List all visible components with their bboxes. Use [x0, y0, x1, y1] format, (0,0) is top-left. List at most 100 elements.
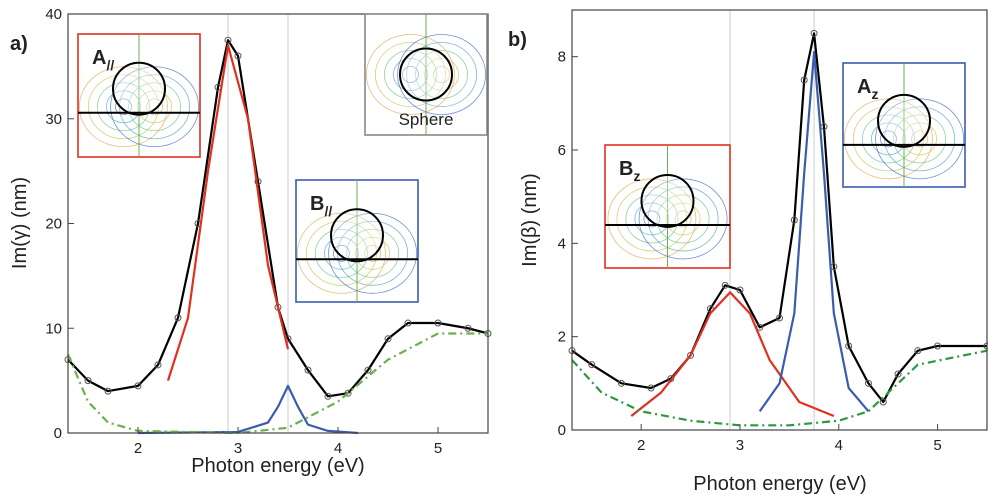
- data-point: [894, 370, 902, 378]
- contour: [365, 34, 455, 115]
- inset: A//: [77, 33, 201, 158]
- contour: [355, 236, 391, 270]
- x-tick-label: 4: [334, 440, 342, 457]
- data-point: [864, 379, 872, 387]
- contour: [137, 90, 173, 124]
- inset: Az: [842, 62, 966, 188]
- contour: [314, 228, 368, 278]
- contour: [323, 236, 359, 270]
- contour: [433, 66, 451, 83]
- inset-label-main: B: [619, 158, 633, 180]
- inset: Sphere: [364, 13, 488, 136]
- contour: [665, 202, 701, 236]
- data-point: [104, 387, 112, 395]
- data-point: [617, 379, 625, 387]
- x-axis-label: Photon energy (eV): [693, 473, 866, 495]
- data-point: [687, 351, 695, 359]
- x-tick-label: 2: [134, 440, 142, 457]
- data-point: [914, 347, 922, 355]
- data-point: [879, 398, 887, 406]
- contour: [625, 194, 679, 244]
- series-line: [166, 44, 290, 381]
- inset-label: Bz: [619, 158, 640, 184]
- particle: [330, 208, 384, 263]
- particle: [112, 61, 166, 116]
- contour: [862, 114, 915, 164]
- contour: [115, 98, 132, 116]
- contour: [415, 50, 469, 99]
- x-tick-label: 5: [434, 440, 442, 457]
- contour: [383, 50, 437, 99]
- inset: B//: [295, 179, 419, 303]
- x-tick-label: 3: [736, 437, 744, 454]
- y-tick-label: 6: [558, 142, 566, 159]
- x-tick-label: 2: [637, 437, 645, 454]
- data-point: [934, 342, 942, 350]
- contour: [911, 130, 928, 148]
- inset-label: Az: [857, 76, 878, 102]
- panel-label: b): [508, 29, 527, 51]
- contour: [634, 202, 670, 236]
- y-axis-label: Im(γ) (nm): [9, 177, 31, 269]
- series-line: [67, 39, 489, 398]
- data-point: [384, 335, 392, 343]
- y-tick-label: 40: [45, 6, 62, 23]
- inset-label-sub: //: [324, 203, 332, 219]
- data-point: [344, 389, 352, 397]
- particle: [399, 47, 453, 102]
- y-tick-label: 4: [558, 235, 566, 252]
- inset-label-sub: z: [633, 168, 640, 184]
- contour: [401, 66, 419, 83]
- series-line: [137, 384, 359, 435]
- data-point: [647, 384, 655, 392]
- series-line: [66, 332, 488, 435]
- data-point: [364, 366, 372, 374]
- contour: [346, 228, 400, 278]
- inset-label-main: B: [310, 193, 324, 215]
- inset-label: B//: [310, 193, 332, 219]
- contour: [397, 34, 487, 115]
- y-tick-label: 0: [558, 422, 566, 439]
- x-axis-label: Photon energy (eV): [191, 455, 364, 477]
- particle: [877, 93, 931, 148]
- data-point: [134, 382, 142, 390]
- y-tick-label: 30: [45, 111, 62, 128]
- x-tick-label: 5: [933, 437, 941, 454]
- contour: [374, 42, 446, 107]
- data-point: [464, 324, 472, 332]
- inset-label: A//: [92, 47, 114, 73]
- contour: [406, 42, 478, 107]
- contour: [332, 244, 350, 262]
- x-tick-label: 3: [234, 440, 242, 457]
- contour: [128, 82, 182, 132]
- contour: [97, 82, 150, 132]
- panel-label: a): [10, 33, 28, 55]
- data-point: [800, 76, 808, 84]
- y-tick-label: 8: [558, 49, 566, 66]
- contour: [893, 114, 946, 164]
- contour: [106, 90, 141, 124]
- contour: [146, 98, 164, 116]
- contour: [902, 122, 937, 156]
- data-point: [324, 392, 332, 400]
- inset-label-sub: z: [871, 86, 878, 102]
- x-tick-label: 4: [835, 437, 843, 454]
- inset-label: Sphere: [399, 110, 454, 129]
- y-tick-label: 20: [45, 216, 62, 233]
- data-point: [404, 319, 412, 327]
- plot-frame: [571, 9, 988, 431]
- data-point: [84, 377, 92, 385]
- contour: [674, 210, 692, 228]
- y-tick-label: 10: [45, 320, 62, 337]
- contour: [392, 58, 428, 91]
- data-point: [736, 286, 744, 294]
- data-point: [776, 314, 783, 322]
- y-tick-label: 2: [558, 329, 566, 346]
- data-point: [304, 366, 312, 374]
- inset-label-sub: //: [106, 57, 114, 73]
- contour: [364, 244, 382, 262]
- inset-label-main: A: [857, 76, 871, 98]
- contour: [656, 194, 710, 244]
- contour: [871, 122, 906, 156]
